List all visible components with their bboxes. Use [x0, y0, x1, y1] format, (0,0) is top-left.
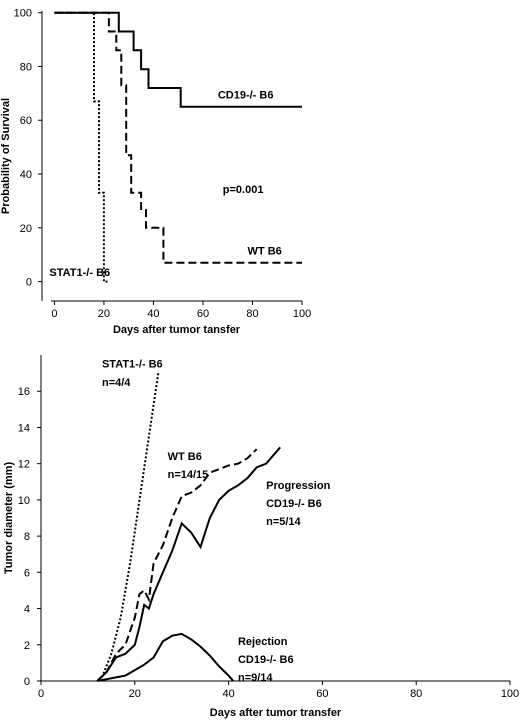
series-line-wt-b6: [96, 448, 258, 682]
y-tick-label: 2: [24, 640, 30, 652]
x-tick-label: 20: [98, 308, 110, 320]
x-tick-label: 60: [316, 688, 328, 700]
x-tick-label: 100: [501, 688, 519, 700]
x-axis-title: Days after tumor transfer: [210, 707, 342, 719]
y-axis-title: Tumor diameter (mm): [3, 462, 15, 575]
annotation-label: Rejection: [238, 636, 288, 648]
annotation-label: n=5/14: [266, 516, 301, 528]
x-tick-label: 80: [410, 688, 422, 700]
x-tick-label: 80: [246, 308, 258, 320]
y-tick-label: 0: [26, 277, 32, 289]
series-line-wt-b6: [54, 11, 302, 264]
y-tick-label: 80: [20, 61, 32, 73]
y-axis-title: Probability of Survival: [0, 98, 12, 214]
series-line-stat1-b6: [54, 11, 109, 283]
x-tick-label: 40: [222, 688, 234, 700]
y-tick-label: 16: [18, 386, 30, 398]
annotation-label: CD19-/- B6: [266, 498, 322, 510]
x-tick-label: 100: [293, 308, 311, 320]
y-tick-label: 14: [18, 422, 30, 434]
annotation-label: STAT1-/- B6: [49, 267, 110, 279]
annotation-label: p=0.001: [223, 184, 264, 196]
y-tick-label: 0: [24, 676, 30, 688]
y-tick-label: 4: [24, 604, 30, 616]
y-tick-label: 40: [20, 169, 32, 181]
annotation-label: Progression: [266, 480, 330, 492]
series-line-cd19-b6: [54, 11, 302, 108]
y-tick-label: 12: [18, 459, 30, 471]
x-tick-label: 0: [38, 688, 44, 700]
annotation-label: STAT1-/- B6: [102, 359, 163, 371]
series-line-rejection-cd19-b6: [97, 632, 235, 682]
x-tick-label: 60: [197, 308, 209, 320]
chart-1: 0 20 40 60 80 100 0 20 40 60 80 100 Days after tumor…: [0, 8, 311, 336]
x-tick-label: 20: [129, 688, 141, 700]
y-tick-label: 20: [20, 223, 32, 235]
y-tick-label: 10: [18, 495, 30, 507]
annotation-label: WT B6: [168, 451, 202, 463]
series-line-stat1-b6: [101, 372, 160, 678]
annotation-label: n=14/15: [168, 469, 209, 481]
annotation-label: n=9/14: [238, 672, 273, 684]
annotation-label: WT B6: [248, 246, 282, 258]
y-tick-label: 6: [24, 567, 30, 579]
y-tick-label: 60: [20, 115, 32, 127]
chart-2: 0 20 40 60 80 100 0 2 4 6 8 10 12 14 16 Days after tumo…: [3, 355, 519, 719]
x-tick-label: 40: [147, 308, 159, 320]
annotation-label: CD19-/- B6: [218, 90, 274, 102]
x-tick-label: 0: [51, 308, 57, 320]
series-line-progression-cd19-b6: [96, 446, 281, 682]
annotation-label: CD19-/- B6: [238, 654, 294, 666]
y-tick-label: 8: [24, 531, 30, 543]
annotation-label: n=4/4: [102, 377, 131, 389]
y-tick-label: 100: [14, 8, 32, 20]
x-axis-title: Days after tumor tansfer: [113, 324, 241, 336]
